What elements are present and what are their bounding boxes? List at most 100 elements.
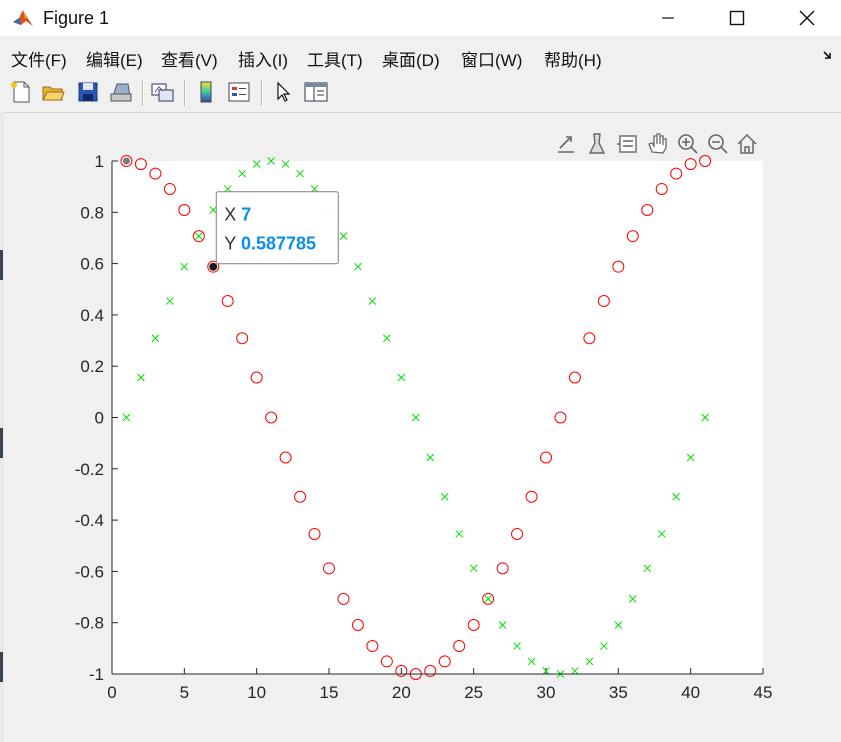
x-marker[interactable]	[339, 232, 348, 241]
circle-marker[interactable]	[163, 182, 176, 195]
x-marker[interactable]	[137, 373, 145, 382]
pan-hand-icon[interactable]	[648, 133, 667, 154]
circle-marker[interactable]	[120, 155, 133, 167]
x-marker[interactable]	[411, 413, 420, 422]
x-marker[interactable]	[267, 157, 275, 165]
circle-marker[interactable]	[395, 664, 408, 677]
circle-marker[interactable]	[424, 664, 437, 677]
datatip-point[interactable]	[209, 262, 218, 271]
x-marker[interactable]	[527, 657, 536, 666]
x-marker[interactable]	[426, 453, 435, 462]
insert-legend-button[interactable]	[226, 79, 252, 105]
property-inspector-button[interactable]	[303, 79, 329, 105]
menu-insert[interactable]: 插入(I)	[238, 51, 289, 70]
link-plot-button[interactable]	[150, 79, 176, 105]
circle-marker[interactable]	[511, 527, 524, 540]
x-marker[interactable]	[238, 169, 247, 178]
circle-marker[interactable]	[351, 619, 364, 632]
circle-marker[interactable]	[337, 592, 350, 605]
circle-marker[interactable]	[207, 260, 220, 273]
circle-marker[interactable]	[597, 295, 610, 308]
print-figure-button[interactable]	[108, 79, 134, 105]
x-marker[interactable]	[701, 413, 709, 422]
x-marker[interactable]	[122, 413, 131, 422]
x-marker[interactable]	[296, 169, 304, 178]
x-marker[interactable]	[657, 530, 666, 538]
open-file-button[interactable]	[40, 79, 66, 105]
x-marker[interactable]	[513, 642, 521, 650]
circle-marker[interactable]	[265, 411, 278, 424]
x-marker[interactable]	[354, 262, 362, 271]
zoom-in-icon[interactable]	[678, 134, 698, 154]
circle-marker[interactable]	[496, 562, 509, 575]
x-marker[interactable]	[585, 657, 594, 666]
circle-marker[interactable]	[554, 411, 567, 424]
dock-arrow-icon[interactable]	[822, 48, 834, 66]
datatip-box[interactable]: X 7Y 0.587785	[215, 191, 339, 265]
brush-icon[interactable]	[588, 133, 606, 154]
circle-marker[interactable]	[250, 371, 263, 384]
circle-marker[interactable]	[438, 655, 451, 668]
x-marker[interactable]	[672, 492, 681, 501]
x-marker[interactable]	[194, 232, 203, 241]
circle-marker[interactable]	[684, 158, 697, 171]
x-marker[interactable]	[368, 297, 377, 305]
x-marker[interactable]	[252, 160, 261, 168]
x-marker[interactable]	[209, 206, 218, 214]
circle-marker[interactable]	[380, 655, 393, 668]
insert-colorbar-button[interactable]	[193, 79, 219, 105]
circle-marker[interactable]	[467, 619, 480, 632]
edit-plot-button[interactable]	[270, 79, 296, 105]
circle-marker[interactable]	[568, 371, 581, 384]
x-marker[interactable]	[600, 642, 608, 650]
circle-marker[interactable]	[308, 527, 321, 540]
maximize-button[interactable]	[714, 0, 760, 36]
circle-marker[interactable]	[134, 158, 147, 171]
circle-marker[interactable]	[626, 230, 639, 243]
home-icon[interactable]	[737, 133, 757, 154]
x-marker[interactable]	[151, 334, 160, 343]
circle-marker[interactable]	[221, 295, 234, 308]
circle-marker[interactable]	[453, 640, 466, 653]
x-marker[interactable]	[455, 530, 464, 538]
circle-marker[interactable]	[178, 203, 191, 216]
new-figure-button[interactable]	[8, 79, 34, 105]
circle-marker[interactable]	[279, 451, 292, 464]
export-icon[interactable]	[558, 136, 574, 153]
x-marker[interactable]	[571, 667, 579, 675]
circle-marker[interactable]	[670, 167, 683, 180]
circle-marker[interactable]	[294, 490, 307, 503]
close-button[interactable]	[784, 0, 830, 36]
x-marker[interactable]	[281, 160, 290, 168]
menu-file[interactable]: 文件(F)	[11, 51, 67, 70]
zoom-out-icon[interactable]	[708, 134, 728, 154]
menu-edit[interactable]: 编辑(E)	[86, 51, 143, 70]
x-marker[interactable]	[542, 667, 550, 675]
save-figure-button[interactable]	[75, 79, 101, 105]
circle-marker[interactable]	[366, 640, 379, 653]
circle-marker[interactable]	[540, 451, 552, 464]
axes-background[interactable]	[112, 161, 763, 674]
x-marker[interactable]	[643, 564, 652, 573]
x-marker[interactable]	[440, 492, 449, 501]
circle-marker[interactable]	[192, 230, 205, 243]
x-marker[interactable]	[686, 453, 695, 462]
x-marker[interactable]	[166, 297, 174, 305]
x-marker[interactable]	[484, 594, 492, 603]
circle-marker[interactable]	[236, 332, 249, 345]
minimize-button[interactable]	[645, 0, 691, 36]
circle-marker[interactable]	[149, 167, 162, 180]
x-marker[interactable]	[383, 334, 391, 343]
x-marker[interactable]	[469, 564, 478, 573]
menu-view[interactable]: 查看(V)	[161, 51, 218, 70]
circle-marker[interactable]	[612, 260, 625, 273]
circle-marker[interactable]	[699, 155, 712, 167]
circle-marker[interactable]	[323, 562, 335, 575]
circle-marker[interactable]	[482, 592, 495, 605]
x-marker[interactable]	[397, 373, 406, 382]
menu-help[interactable]: 帮助(H)	[544, 51, 602, 70]
menu-tools[interactable]: 工具(T)	[307, 51, 363, 70]
x-marker[interactable]	[498, 621, 507, 629]
x-marker[interactable]	[628, 594, 637, 603]
x-marker[interactable]	[180, 262, 189, 271]
